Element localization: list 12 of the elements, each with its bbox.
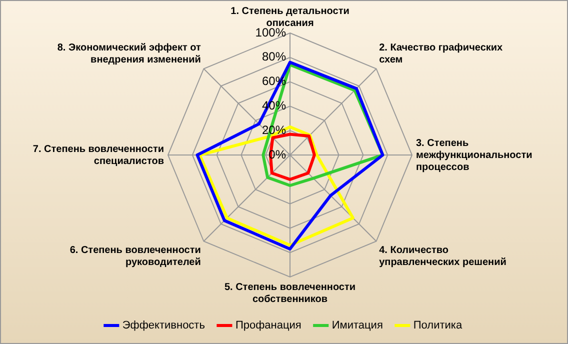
spoke-label: 3. Степень межфункциональности процессов bbox=[416, 138, 532, 173]
legend-label: Эффективность bbox=[122, 320, 206, 332]
spoke-label: 2. Качество графических схем bbox=[379, 42, 504, 66]
spoke-label: 4. Количество управленческих решений bbox=[379, 244, 506, 268]
spoke-label: 8. Экономический эффект от внедрения изменений bbox=[57, 42, 201, 66]
spoke-label: 5. Степень вовлеченности собственников bbox=[224, 282, 356, 305]
y-tick-label: 80% bbox=[262, 50, 286, 64]
spoke-label: 6. Степень вовлеченности руководителей bbox=[70, 244, 201, 268]
legend-label: Политика bbox=[413, 320, 463, 332]
legend-label: Имитация bbox=[332, 320, 383, 332]
spoke-label: 7. Степень вовлеченности специалистов bbox=[32, 144, 164, 167]
legend-label: Профанация bbox=[235, 320, 302, 332]
